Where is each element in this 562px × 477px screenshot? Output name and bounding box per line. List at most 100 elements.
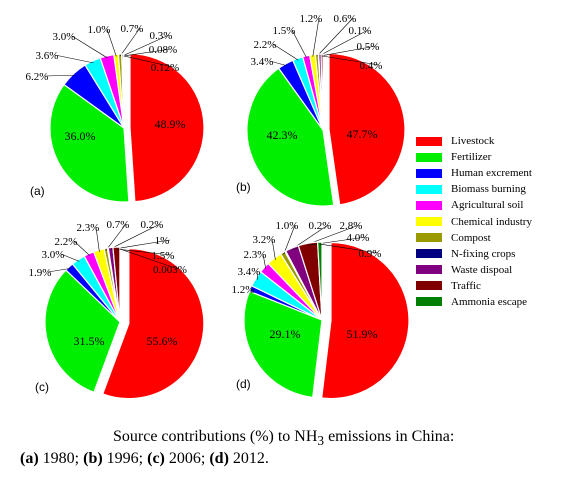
slice-label: 0.9% [359, 248, 382, 260]
slice-label: 3.4% [238, 266, 261, 278]
legend-item: Livestock [416, 133, 562, 149]
legend-swatch [416, 217, 442, 227]
legend-item: Agricultural soil [416, 197, 562, 213]
slice-label: 42.3% [267, 128, 298, 142]
slice-label: 1% [155, 235, 170, 247]
slice-label: 0.003% [153, 264, 187, 276]
legend-label: Human excrement [451, 167, 532, 180]
legend-label: Waste dispoal [451, 263, 513, 276]
leader-line [47, 268, 71, 273]
slice-label: 2.8% [340, 220, 363, 232]
leader-line [272, 43, 299, 61]
pie-chart-2: 47.7% 42.3% 3.4% 2.2% 1.5% 1.2% 0.6%0.1% 0.5% 0.… [236, 13, 406, 207]
leader-line [291, 29, 307, 58]
legend-label: Agricultural soil [451, 199, 524, 212]
legend-swatch [416, 297, 442, 307]
pie-chart-4: 51.9% 29.1% 1.2% 3.4% 2.3% 3.2%1.0% 0.2% 2.8%4.… [232, 220, 410, 400]
leader-line [119, 27, 141, 57]
legend-label: Ammonia escape [451, 295, 528, 308]
pie-figure: 48.9% 36.0% 6.2% 3.6% 3.0% 1.0% 0.7% 0.3% 0.08% 0… [26, 13, 410, 400]
slice-label: 0.7% [107, 219, 130, 231]
slice-label: 51.9% [347, 327, 378, 341]
pie-slice [320, 53, 324, 131]
leader-line [123, 55, 174, 68]
leader-line [71, 35, 108, 59]
legend-swatch [416, 265, 442, 275]
slice-label: 1.0% [88, 24, 111, 36]
leader-line [262, 253, 267, 269]
leader-line [107, 223, 161, 251]
leader-line [269, 60, 287, 66]
slice-label: 3.0% [42, 249, 65, 261]
legend-swatch [416, 184, 442, 194]
legend-item: Biomass burning [416, 181, 562, 197]
legend-swatch [416, 233, 442, 243]
legend-swatch [416, 200, 442, 210]
slice-label: 2.2% [254, 39, 277, 51]
slice-label: 0.1% [349, 25, 372, 37]
leader-line [316, 17, 354, 57]
pie-slice [328, 52, 406, 206]
legend-label: Biomass burning [451, 183, 526, 196]
legend-swatch [416, 281, 442, 291]
slice-label: 4.0% [347, 232, 370, 244]
slice-label: 1.9% [29, 267, 52, 279]
slice-label: 3.4% [251, 56, 274, 68]
pie-slice [129, 53, 205, 203]
leader-line [256, 270, 258, 280]
leader-line [119, 248, 179, 270]
legend-swatch [416, 136, 442, 146]
legend-label: Traffic [451, 279, 481, 292]
leader-line [122, 34, 170, 57]
slice-label: 2.3% [77, 222, 100, 234]
slice-label: 31.5% [74, 334, 105, 348]
legend-label: N-fixing crops [451, 247, 516, 260]
slice-label: 48.9% [155, 117, 186, 131]
slice-label: 3.2% [253, 234, 276, 246]
legend-item: Fertilizer [416, 149, 562, 165]
leader-line [110, 239, 171, 250]
leader-line [271, 238, 276, 260]
panel-label: (a) [30, 184, 45, 198]
slice-label: 0.5% [357, 41, 380, 53]
slice-label: 47.7% [347, 127, 378, 141]
slice-label: 0.12% [151, 62, 179, 74]
pie-slice [102, 247, 205, 400]
legend-label: Compost [451, 231, 491, 244]
legend-item: Waste dispoal [416, 262, 562, 278]
slice-label: 1.2% [300, 13, 323, 25]
legend-item: Human excrement [416, 165, 562, 181]
legend-item: Ammonia escape [416, 294, 562, 310]
leader-line [283, 224, 296, 255]
pie-slice [44, 269, 121, 394]
legend-item: Chemical industry [416, 213, 562, 229]
slice-label: 1.0% [276, 220, 299, 232]
slice-label: 3.6% [36, 50, 59, 62]
pie-slice [246, 67, 335, 207]
pie-slice [49, 83, 130, 203]
pie-chart-1: 48.9% 36.0% 6.2% 3.6% 3.0% 1.0% 0.7% 0.3% 0.08% 0… [26, 23, 205, 203]
slice-label: 1.5% [152, 250, 175, 262]
leader-line [73, 240, 90, 256]
slice-label: 0.6% [334, 13, 357, 25]
legend-swatch [416, 168, 442, 178]
legend-label: Livestock [451, 135, 495, 148]
slice-label: 2.3% [244, 249, 267, 261]
pie-slice [316, 241, 323, 321]
legend-swatch [416, 152, 442, 162]
slice-label: 1.2% [232, 284, 255, 296]
slice-label: 0.4% [360, 60, 383, 72]
leader-line [116, 248, 172, 256]
slice-label: 0.3% [150, 30, 173, 42]
leader-line [319, 243, 379, 254]
pie-slice [122, 53, 125, 129]
slice-label: 0.2% [141, 219, 164, 231]
caption-line-2: (a) 1980; (b) 1996; (c) 2006; (d) 2012. [20, 450, 269, 467]
slice-label: 1.5% [273, 25, 296, 37]
leader-line [319, 45, 377, 57]
leader-line [106, 28, 117, 57]
legend-item: Traffic [416, 278, 562, 294]
caption-line-1: Source contributions (%) to NH3 emission… [113, 428, 455, 449]
panel-label: (d) [236, 377, 251, 391]
slice-label: 0.2% [309, 220, 332, 232]
